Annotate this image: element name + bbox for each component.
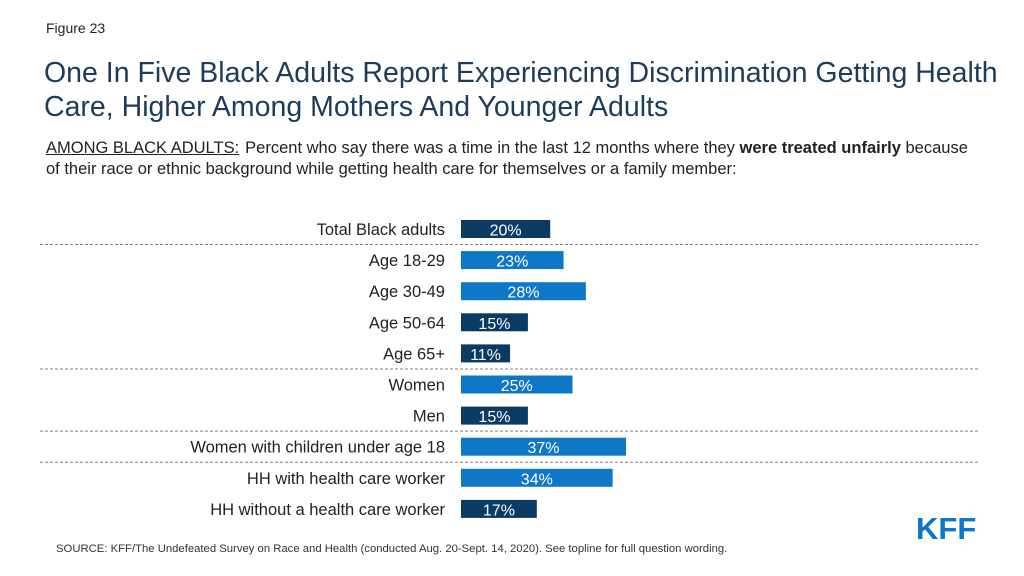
category-label: HH with health care worker (247, 470, 446, 488)
subtitle-text-after: because of their race or ethnic backgrou… (46, 139, 968, 178)
chart-title: One In Five Black Adults Report Experien… (44, 57, 998, 123)
data-label: 20% (490, 223, 522, 240)
bar (461, 313, 528, 332)
category-label: Total Black adults (317, 221, 445, 239)
category-label: Men (413, 408, 445, 426)
category-label: HH without a health care worker (210, 501, 445, 519)
data-label: 37% (527, 440, 559, 457)
bar (461, 406, 528, 425)
category-label: Age 65+ (383, 345, 445, 363)
subtitle-bold: were treated unfairly (739, 139, 901, 157)
source-note: SOURCE: KFF/The Undefeated Survey on Rac… (56, 543, 728, 555)
bar (461, 437, 627, 456)
data-label: 25% (501, 378, 533, 395)
data-label: 15% (478, 409, 510, 426)
bar (461, 220, 551, 238)
bar (461, 282, 586, 301)
data-label: 15% (478, 316, 510, 333)
data-label: 23% (496, 254, 528, 271)
data-label: 11% (470, 347, 501, 364)
data-label: 17% (483, 502, 515, 519)
kff-logo: KFF (916, 511, 977, 546)
category-label: Women (388, 377, 445, 395)
subtitle-prefix: AMONG BLACK ADULTS: (46, 139, 240, 157)
bar (461, 344, 511, 363)
bar (461, 375, 573, 394)
category-label: Age 50-64 (369, 314, 445, 332)
figure-label: Figure 23 (46, 20, 106, 36)
category-label: Women with children under age 18 (190, 439, 445, 457)
subtitle-text-before: Percent who say there was a time in the … (245, 139, 740, 157)
chart-subtitle: AMONG BLACK ADULTS: Percent who say there… (46, 138, 986, 180)
category-label: Age 18-29 (369, 252, 445, 270)
bar (461, 251, 564, 270)
data-label: 28% (507, 285, 539, 302)
bar (461, 468, 613, 487)
data-label: 34% (521, 471, 553, 488)
bar (461, 499, 537, 518)
category-label: Age 30-49 (369, 283, 445, 301)
